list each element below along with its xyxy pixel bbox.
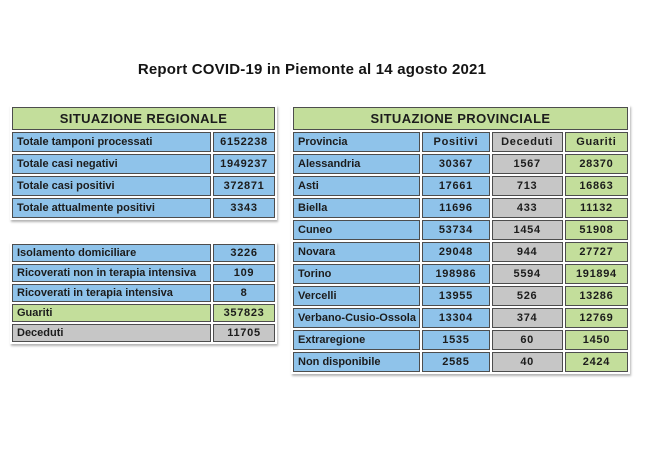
province-name: Vercelli [293,286,421,306]
cell-value: 11696 [422,198,490,218]
province-name: Novara [293,242,421,262]
provincial-table-body: Alessandria 30367 1567 28370 Asti 17661 713 168… [293,154,628,372]
table-row: Biella 11696 433 11132 [293,198,628,218]
cell-value: 27727 [564,242,628,262]
cell-value: 60 [491,330,563,350]
table-row: Deceduti 11705 [12,324,275,342]
table-row: Totale casi negativi 1949237 [12,154,275,174]
cell-value: 16863 [564,176,628,196]
table-row: Extraregione 1535 60 1450 [293,330,628,350]
row-label: Isolamento domiciliare [12,244,212,262]
table-row: Guariti 357823 [12,304,275,322]
column-header: Guariti [564,132,628,152]
row-label: Guariti [12,304,212,322]
table-row: Totale attualmente positivi 3343 [12,198,275,218]
cell-value: 51908 [564,220,628,240]
cell-value: 713 [491,176,563,196]
table-row: Non disponibile 2585 40 2424 [293,352,628,372]
cell-value: 191894 [564,264,628,284]
row-label: Totale casi negativi [12,154,212,174]
row-label: Deceduti [12,324,212,342]
provincial-table-title: SITUAZIONE PROVINCIALE [293,107,628,130]
row-label: Ricoverati in terapia intensiva [12,284,212,302]
cell-value: 17661 [422,176,490,196]
cell-value: 1450 [564,330,628,350]
cell-value: 11132 [564,198,628,218]
row-value: 372871 [213,176,275,196]
report-title: Report COVID-19 in Piemonte al 14 agosto… [137,61,487,78]
table-row: Vercelli 13955 526 13286 [293,286,628,306]
table-row: Novara 29048 944 27727 [293,242,628,262]
cell-value: 28370 [564,154,628,174]
row-label: Totale tamponi processati [12,132,212,152]
cell-value: 433 [491,198,563,218]
cell-value: 12769 [564,308,628,328]
cell-value: 30367 [422,154,490,174]
table-row: Ricoverati in terapia intensiva 8 [12,284,275,302]
table-row: Verbano-Cusio-Ossola 13304 374 12769 [293,308,628,328]
table-row: Ricoverati non in terapia intensiva 109 [12,264,275,282]
cell-value: 1567 [491,154,563,174]
cell-value: 13286 [564,286,628,306]
regional-situation-table: SITUAZIONE REGIONALE Totale tamponi proc… [10,105,277,220]
row-value: 3226 [213,244,275,262]
row-label: Totale casi positivi [12,176,212,196]
cell-value: 526 [491,286,563,306]
column-header: Positivi [422,132,490,152]
column-header-row: Provincia Positivi Deceduti Guariti [293,132,628,152]
row-value: 6152238 [213,132,275,152]
table-header-row: SITUAZIONE PROVINCIALE [293,107,628,130]
table-row: Totale casi positivi 372871 [12,176,275,196]
regional-table-body: Totale tamponi processati 6152238 Totale c… [12,132,275,218]
cell-value: 29048 [422,242,490,262]
row-value: 3343 [213,198,275,218]
regional-table-title: SITUAZIONE REGIONALE [12,107,275,130]
row-value: 11705 [213,324,275,342]
column-header: Deceduti [491,132,563,152]
column-header: Provincia [293,132,421,152]
row-value: 1949237 [213,154,275,174]
table-row: Alessandria 30367 1567 28370 [293,154,628,174]
province-name: Biella [293,198,421,218]
cell-value: 53734 [422,220,490,240]
province-name: Asti [293,176,421,196]
table-row: Cuneo 53734 1454 51908 [293,220,628,240]
table-header-row: SITUAZIONE REGIONALE [12,107,275,130]
table-row: Torino 198986 5594 191894 [293,264,628,284]
cell-value: 40 [491,352,563,372]
cell-value: 2585 [422,352,490,372]
cell-value: 1454 [491,220,563,240]
province-name: Torino [293,264,421,284]
row-value: 357823 [213,304,275,322]
situation-table-body: Isolamento domiciliare 3226 Ricoverati non… [12,244,275,342]
current-situation-table: Isolamento domiciliare 3226 Ricoverati non… [10,242,277,344]
table-row: Isolamento domiciliare 3226 [12,244,275,262]
row-value: 8 [213,284,275,302]
province-name: Extraregione [293,330,421,350]
cell-value: 198986 [422,264,490,284]
cell-value: 13304 [422,308,490,328]
row-label: Ricoverati non in terapia intensiva [12,264,212,282]
table-row: Asti 17661 713 16863 [293,176,628,196]
cell-value: 374 [491,308,563,328]
table-row: Totale tamponi processati 6152238 [12,132,275,152]
cell-value: 1535 [422,330,490,350]
province-name: Cuneo [293,220,421,240]
province-name: Verbano-Cusio-Ossola [293,308,421,328]
cell-value: 944 [491,242,563,262]
province-name: Alessandria [293,154,421,174]
cell-value: 2424 [564,352,628,372]
cell-value: 5594 [491,264,563,284]
province-name: Non disponibile [293,352,421,372]
cell-value: 13955 [422,286,490,306]
provincial-situation-table: SITUAZIONE PROVINCIALE Provincia Positivi… [291,105,630,374]
row-label: Totale attualmente positivi [12,198,212,218]
row-value: 109 [213,264,275,282]
